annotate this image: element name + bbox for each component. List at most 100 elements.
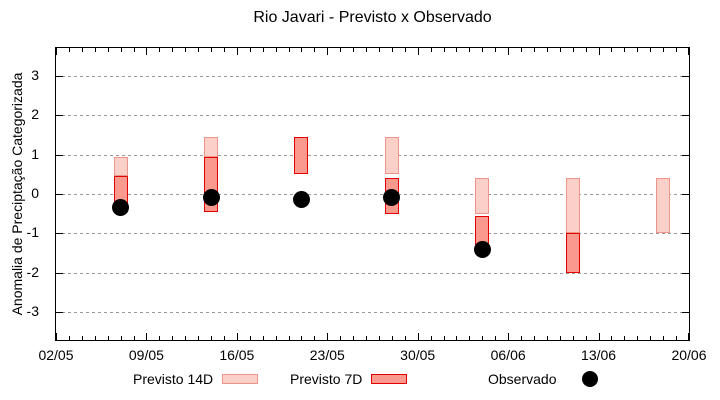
y-tick-label: -3 xyxy=(26,303,39,320)
x-tick-mark xyxy=(275,336,277,340)
x-tick-mark xyxy=(404,336,406,340)
x-tick-mark xyxy=(249,336,251,340)
x-tick-mark xyxy=(120,336,122,340)
x-tick-label: 13/06 xyxy=(581,347,617,363)
x-tick-mark xyxy=(185,336,187,340)
x-tick-label: 02/05 xyxy=(38,347,74,363)
chart-title: Rio Javari - Previsto x Observado xyxy=(253,9,492,26)
y-tick-mark xyxy=(56,154,63,156)
bar-previsto-14d-14/05 xyxy=(204,136,219,157)
x-tick-mark-top xyxy=(650,48,652,52)
x-tick-mark xyxy=(521,336,523,340)
x-tick-mark xyxy=(133,336,135,340)
gridline-y-2 xyxy=(56,115,689,117)
x-tick-label: 20/06 xyxy=(671,347,707,363)
x-tick-mark xyxy=(314,336,316,340)
x-tick-mark-top xyxy=(391,48,393,52)
x-tick-mark-top xyxy=(572,48,574,52)
bar-previsto-14d-28/05 xyxy=(384,136,399,175)
x-tick-mark-top xyxy=(482,48,484,52)
x-tick-mark-top xyxy=(223,48,225,52)
x-tick-mark xyxy=(417,333,419,340)
x-tick-mark-top xyxy=(353,48,355,52)
x-tick-label: 06/06 xyxy=(490,347,526,363)
x-tick-mark xyxy=(598,333,600,340)
observado-dot-28/05 xyxy=(383,189,401,207)
gridline-y--2 xyxy=(56,272,689,274)
x-tick-mark-top xyxy=(211,48,213,52)
bar-previsto-7d-21/05 xyxy=(294,136,309,175)
x-tick-mark-top xyxy=(676,48,678,52)
y-tick-mark xyxy=(56,312,63,314)
x-tick-mark-top xyxy=(378,48,380,52)
x-tick-mark-top xyxy=(159,48,161,52)
gridline-y-1 xyxy=(56,154,689,156)
x-tick-mark-top xyxy=(598,48,600,55)
x-tick-mark xyxy=(288,336,290,340)
y-tick-label: 3 xyxy=(31,66,39,83)
x-tick-mark-top xyxy=(275,48,277,52)
x-tick-mark-top xyxy=(546,48,548,52)
x-tick-mark-top xyxy=(288,48,290,52)
y-tick-mark xyxy=(56,75,63,77)
y-tick-mark xyxy=(56,115,63,117)
gridline-y--3 xyxy=(56,312,689,314)
observado-dot-14/05 xyxy=(202,189,220,207)
x-tick-label: 30/05 xyxy=(400,347,436,363)
x-tick-mark xyxy=(430,336,432,340)
x-tick-mark-top xyxy=(688,48,689,55)
x-tick-mark-top xyxy=(81,48,83,52)
x-tick-mark xyxy=(456,336,458,340)
x-tick-mark-top xyxy=(495,48,497,52)
x-tick-mark-top xyxy=(404,48,406,52)
x-tick-mark-top xyxy=(624,48,626,52)
x-tick-mark xyxy=(378,336,380,340)
y-tick-label: 1 xyxy=(31,145,39,162)
x-tick-mark-top xyxy=(430,48,432,52)
x-tick-mark xyxy=(611,336,613,340)
legend-item-previsto-7d: Previsto 7D xyxy=(290,369,408,389)
x-axis-tick-labels: 02/05 09/05 16/05 23/05 30/05 06/06 13/06 20/06 xyxy=(38,347,706,365)
y-tick-mark xyxy=(682,75,689,77)
x-tick-mark-top xyxy=(198,48,200,52)
x-tick-mark-top xyxy=(172,48,174,52)
y-tick-mark xyxy=(56,272,63,274)
x-tick-mark xyxy=(262,336,264,340)
x-tick-mark-top xyxy=(107,48,109,52)
legend-swatch-previsto-7d-icon xyxy=(371,374,408,384)
x-tick-mark xyxy=(650,336,652,340)
x-tick-mark-top xyxy=(585,48,587,52)
x-tick-mark xyxy=(559,336,561,340)
y-tick-mark xyxy=(682,194,689,195)
x-tick-mark-top xyxy=(456,48,458,52)
x-tick-mark xyxy=(495,336,497,340)
x-tick-mark xyxy=(223,336,225,340)
y-tick-mark xyxy=(56,233,63,235)
x-tick-mark xyxy=(688,333,689,340)
x-tick-mark-top xyxy=(611,48,613,52)
legend: Previsto 14D Previsto 7D Observado xyxy=(0,369,720,391)
x-tick-mark-top xyxy=(185,48,187,52)
x-tick-mark-top xyxy=(521,48,523,52)
legend-swatch-previsto-14d-icon xyxy=(222,374,259,384)
x-tick-mark xyxy=(146,333,148,340)
y-tick-label: 0 xyxy=(31,185,39,201)
plot-area xyxy=(55,47,690,341)
x-tick-mark xyxy=(391,336,393,340)
x-tick-mark xyxy=(624,336,626,340)
legend-item-previsto-14d: Previsto 14D xyxy=(133,369,259,389)
x-tick-mark xyxy=(637,336,639,340)
x-tick-mark xyxy=(366,336,368,340)
y-tick-mark xyxy=(682,272,689,274)
x-tick-mark-top xyxy=(417,48,419,55)
x-tick-mark xyxy=(107,336,109,340)
legend-swatch-observado-icon xyxy=(582,371,599,387)
x-tick-mark xyxy=(56,333,57,340)
x-tick-mark xyxy=(81,336,83,340)
y-tick-label: -1 xyxy=(26,224,39,241)
x-tick-mark-top xyxy=(340,48,342,52)
observado-dot-21/05 xyxy=(292,191,310,209)
y-tick-mark xyxy=(682,115,689,117)
x-tick-mark xyxy=(443,336,445,340)
x-tick-mark-top xyxy=(637,48,639,52)
